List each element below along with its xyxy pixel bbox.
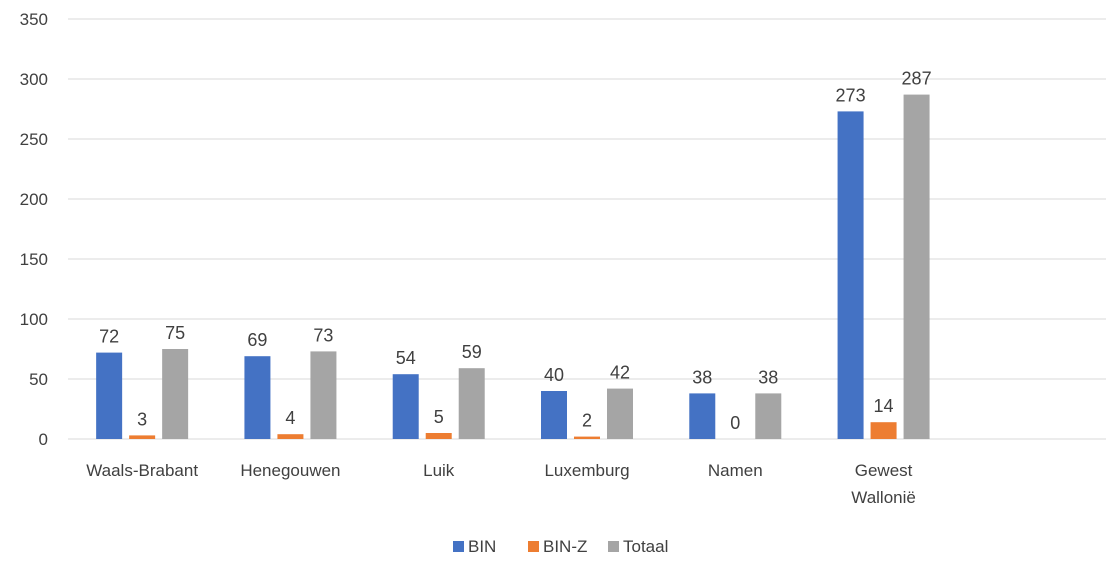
legend-label: BIN-Z [543, 537, 587, 556]
x-axis-categories: Waals-Brabant Henegouwen Luik Luxemburg Name… [86, 461, 916, 507]
y-tick-label: 50 [29, 370, 48, 389]
y-tick-label: 200 [20, 190, 48, 209]
bar-totaal [310, 351, 337, 439]
bar-totaal [755, 393, 782, 439]
bar-bin [96, 352, 123, 439]
data-label: 73 [313, 325, 333, 345]
data-label: 287 [902, 69, 932, 89]
x-category-label: Waals-Brabant [86, 461, 198, 480]
data-label: 14 [874, 396, 894, 416]
data-label: 72 [99, 327, 119, 347]
bar-bin [689, 393, 716, 439]
legend: BIN BIN-Z Totaal [453, 537, 668, 556]
x-category-label: Luik [423, 461, 455, 480]
bar-totaal [903, 94, 930, 439]
y-tick-label: 150 [20, 250, 48, 269]
bar-bin-z [277, 434, 304, 439]
legend-label: Totaal [623, 537, 668, 556]
data-label: 5 [434, 407, 444, 427]
bars [96, 94, 930, 440]
data-label: 69 [247, 330, 267, 350]
bar-totaal [162, 349, 189, 439]
y-tick-label: 350 [20, 10, 48, 29]
legend-swatch [528, 541, 539, 552]
legend-swatch [608, 541, 619, 552]
bar-bin-z [425, 433, 452, 439]
data-label: 75 [165, 323, 185, 343]
y-tick-label: 0 [39, 430, 48, 449]
bar-bin [244, 356, 271, 439]
y-tick-label: 300 [20, 70, 48, 89]
data-label: 59 [462, 342, 482, 362]
bar-bin-z [129, 435, 156, 439]
x-category-label: Luxemburg [544, 461, 629, 480]
data-label: 40 [544, 365, 564, 385]
bar-bin [837, 111, 864, 440]
data-label: 42 [610, 363, 630, 383]
bar-bin [392, 374, 419, 439]
x-category-label: Gewest [855, 461, 913, 480]
data-label: 273 [836, 85, 866, 105]
bar-bin-z [574, 436, 600, 439]
data-label: 54 [396, 348, 416, 368]
data-label: 38 [692, 367, 712, 387]
legend-swatch [453, 541, 464, 552]
y-tick-label: 250 [20, 130, 48, 149]
y-tick-label: 100 [20, 310, 48, 329]
data-label: 38 [758, 367, 778, 387]
bar-totaal [607, 388, 633, 439]
data-label: 3 [137, 409, 147, 429]
data-label: 0 [730, 413, 740, 433]
bar-bin [541, 391, 567, 439]
bar-bin-z [870, 422, 897, 439]
y-axis-ticks: 0 50 100 150 200 250 300 350 [20, 10, 48, 449]
data-label: 2 [582, 411, 592, 431]
bar-totaal [458, 368, 485, 439]
data-label: 4 [285, 408, 295, 428]
x-category-label: Wallonië [851, 488, 916, 507]
gridlines [68, 18, 1106, 440]
x-category-label: Namen [708, 461, 763, 480]
legend-label: BIN [468, 537, 496, 556]
data-labels: 72 3 75 69 4 73 54 5 59 40 2 42 38 0 38 273 14 287 [99, 69, 931, 433]
x-category-label: Henegouwen [240, 461, 340, 480]
